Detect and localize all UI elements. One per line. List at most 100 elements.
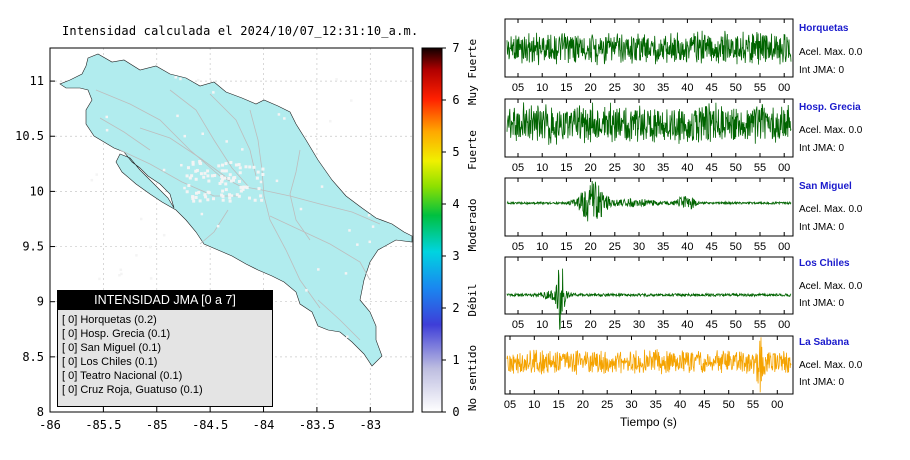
legend-item: [ 0] Los Chiles (0.1): [62, 356, 158, 368]
town-marker: [197, 78, 200, 82]
colorbar-tick-label: 3: [452, 249, 459, 263]
town-marker: [335, 78, 338, 81]
town-marker: [185, 190, 189, 194]
station-acel: Acel. Max. 0.0: [799, 204, 863, 215]
colorbar-tick-label: 0: [452, 405, 459, 419]
time-tick-label: 50: [730, 162, 742, 174]
colorbar-tick-label: 6: [452, 93, 459, 107]
town-marker: [248, 165, 252, 169]
time-tick-label: 15: [560, 241, 572, 253]
town-marker: [210, 174, 214, 178]
time-tick-label: 00: [771, 399, 783, 411]
town-marker: [190, 174, 194, 178]
time-tick-label: 45: [705, 319, 717, 331]
station-acel: Acel. Max. 0.0: [799, 47, 863, 58]
costa-rica-land: [59, 53, 413, 367]
town-marker: [195, 168, 199, 172]
town-marker: [305, 289, 308, 292]
town-marker: [227, 193, 231, 197]
town-marker: [105, 128, 109, 132]
town-marker: [348, 229, 351, 232]
town-marker: [191, 160, 195, 164]
colorbar-category-label: Muy Fuerte: [466, 39, 479, 105]
town-marker: [90, 178, 94, 182]
time-tick-label: 20: [577, 399, 589, 411]
time-tick-label: 25: [609, 241, 621, 253]
town-marker: [188, 176, 192, 180]
town-marker: [206, 174, 210, 178]
time-tick-label: 00: [778, 162, 790, 174]
town-marker: [220, 169, 224, 173]
time-tick-label: 35: [657, 82, 669, 94]
town-marker: [221, 163, 225, 167]
time-tick-label: 55: [754, 162, 766, 174]
time-tick-label: 40: [681, 319, 693, 331]
seismogram-panels: 05 10 15 20 25 30 35 40 45 50 55 00 05 10 15 20 25 30 35 40…: [504, 18, 794, 411]
map-x-tick-label: -83.5: [299, 418, 335, 432]
time-tick-label: 10: [536, 162, 548, 174]
time-tick-label: 10: [528, 399, 540, 411]
town-marker: [183, 134, 187, 138]
town-marker: [198, 160, 202, 164]
legend-list: [ 0] Horquetas (0.2) [ 0] Hosp. Grecia (…: [58, 310, 272, 397]
time-tick-label: 05: [512, 319, 524, 331]
town-marker: [261, 167, 265, 171]
town-marker: [95, 173, 99, 176]
town-marker: [105, 115, 109, 119]
station-acel: Acel. Max. 0.0: [799, 360, 863, 371]
time-tick-label: 30: [633, 82, 645, 94]
station-name: Horquetas: [799, 23, 849, 34]
time-tick-label: 05: [504, 399, 516, 411]
time-tick-label: 25: [601, 399, 613, 411]
town-marker: [135, 254, 138, 257]
town-marker: [194, 169, 198, 173]
town-marker: [329, 119, 332, 123]
colorbar-tick-label: 4: [452, 197, 459, 211]
time-tick-label: 10: [536, 319, 548, 331]
time-tick-label: 20: [584, 241, 596, 253]
seismogram-trace: [506, 102, 792, 145]
legend-item: [ 0] Cruz Roja, Guatuso (0.1): [62, 384, 203, 396]
town-marker: [252, 165, 256, 169]
town-marker: [221, 194, 225, 198]
town-marker: [217, 164, 221, 168]
town-marker: [213, 174, 217, 178]
town-marker: [368, 240, 371, 244]
map-y-tick-label: 9.5: [22, 240, 44, 254]
town-marker: [257, 187, 261, 191]
time-tick-label: 20: [584, 162, 596, 174]
town-marker: [222, 169, 226, 173]
colorbar-gradient: [421, 47, 443, 413]
time-tick-label: 45: [705, 162, 717, 174]
time-tick-label: 40: [681, 241, 693, 253]
time-tick-label: 30: [625, 399, 637, 411]
town-marker: [185, 174, 189, 178]
town-marker: [238, 166, 242, 170]
time-tick-label: 05: [512, 82, 524, 94]
map-x-tick-label: -85: [146, 418, 168, 432]
town-marker: [206, 190, 210, 194]
map-y-tick-label: 9: [37, 295, 44, 309]
time-tick-label: 35: [650, 399, 662, 411]
time-tick-label: 30: [633, 241, 645, 253]
town-marker: [202, 175, 206, 179]
town-marker: [241, 148, 244, 151]
town-marker: [203, 171, 207, 175]
station-name: Hosp. Grecia: [799, 102, 861, 113]
town-marker: [216, 224, 220, 228]
town-marker: [224, 169, 228, 173]
time-tick-label: 30: [633, 162, 645, 174]
colorbar-category-label: Fuerte: [466, 130, 479, 170]
panel-frame: [504, 256, 794, 315]
seismogram-panel: 05 10 15 20 25 30 35 40 45 50 55 00: [504, 18, 794, 94]
town-marker: [176, 114, 179, 118]
colorbar-tick-label: 5: [452, 145, 459, 159]
time-tick-label: 40: [681, 82, 693, 94]
town-marker: [259, 194, 263, 198]
town-marker: [253, 198, 257, 202]
town-marker: [237, 194, 241, 198]
town-marker: [118, 273, 121, 277]
seismogram-panel: 05 10 15 20 25 30 35 40 45 50 55 00: [504, 98, 794, 174]
legend-item: [ 0] Hosp. Grecia (0.1): [62, 328, 171, 340]
